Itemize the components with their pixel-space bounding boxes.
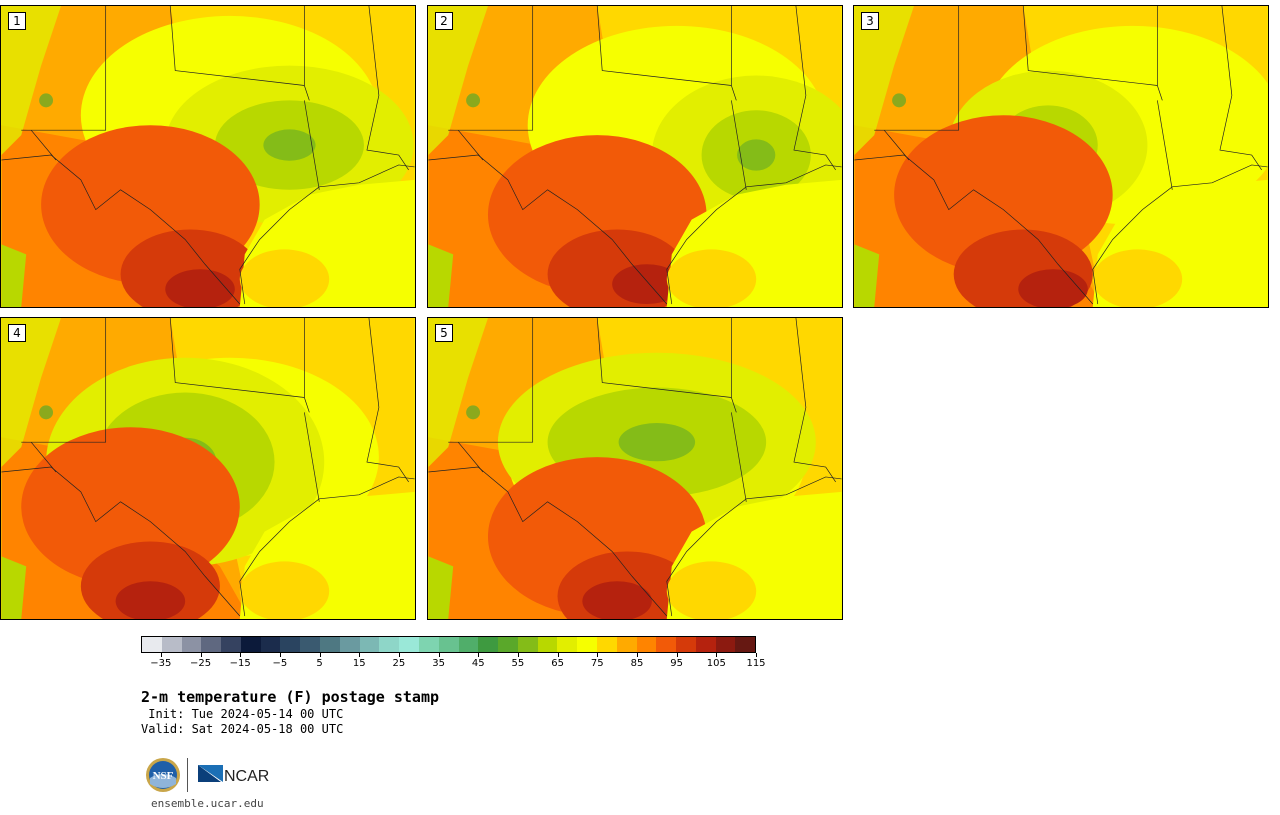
nsf-logo-icon: NSF [146,758,180,792]
panel-label: 2 [435,12,453,30]
colorbar-tick-label: 25 [392,658,406,669]
colorbar-tick-label: 85 [630,658,644,669]
colorbar-swatch [676,637,696,652]
temperature-map [428,318,842,619]
site-url: ensemble.ucar.edu [151,797,264,810]
ncar-logo-icon: NCAR [198,765,269,785]
colorbar-tick-label: 75 [590,658,604,669]
colorbar-swatch [300,637,321,652]
colorbar-swatch [399,637,419,652]
svg-text:NCAR: NCAR [224,768,269,785]
map-panel-2: 2 [427,5,843,308]
svg-text:NSF: NSF [153,770,174,782]
colorbar-tick-label: 95 [670,658,684,669]
temperature-map [1,318,415,619]
colorbar-swatch [537,637,558,652]
panel-label: 5 [435,324,453,342]
colorbar-tick-label: −5 [272,658,288,669]
map-panel-4: 4 [0,317,416,620]
temperature-map [428,6,842,307]
colorbar-swatch [577,637,597,652]
colorbar-swatch [695,637,716,652]
init-time: Init: Tue 2024-05-14 00 UTC [141,707,344,721]
colorbar-swatch [201,637,222,652]
colorbar-swatch [636,637,657,652]
colorbar-tick-label: −15 [229,658,251,669]
colorbar-tick-label: −35 [150,658,172,669]
colorbar-swatch [735,637,756,652]
map-panel-3: 3 [853,5,1269,308]
colorbar-swatch [320,637,340,652]
colorbar-swatch [221,637,241,652]
colorbar-swatch [557,637,578,652]
colorbar-tick-label: 105 [706,658,726,669]
colorbar-tick-label: −25 [189,658,212,669]
colorbar-swatch [715,637,736,652]
colorbar-swatch [359,637,380,652]
sponsor-logos: NSF NCAR [145,756,275,794]
colorbar-tick-label: 65 [551,658,564,669]
colorbar-tick-label: 35 [432,658,445,669]
colorbar-swatch [656,637,677,652]
colorbar-swatch [280,637,301,652]
colorbar-swatch [260,637,281,652]
colorbar-swatch [596,637,617,652]
colorbar-swatch [616,637,637,652]
panel-label: 1 [8,12,26,30]
figure-title: 2-m temperature (F) postage stamp [141,688,440,706]
colorbar-swatch [458,637,479,652]
colorbar-swatch [181,637,202,652]
colorbar-tick-label: 115 [746,658,766,669]
colorbar-tick-labels: −35 −25 −15 −5 5 15 25 35 45 55 65 75 85 95 105 115 [141,653,766,673]
colorbar-swatch [418,637,439,652]
temperature-map [1,6,415,307]
colorbar-swatch [161,637,182,652]
colorbar-tick-label: 55 [511,658,525,669]
map-panel-1: 1 [0,5,416,308]
colorbar-swatch [379,637,400,652]
map-panel-5: 5 [427,317,843,620]
colorbar-swatch [142,637,162,652]
colorbar-tick-label: 15 [352,658,366,669]
colorbar-swatch [438,637,459,652]
colorbar-tick-label: 45 [471,658,485,669]
panel-label: 4 [8,324,26,342]
colorbar-swatch [240,637,261,652]
colorbar-swatch [498,637,518,652]
colorbar-swatch [517,637,538,652]
colorbar-tick-label: 5 [316,658,323,669]
valid-time: Valid: Sat 2024-05-18 00 UTC [141,722,344,736]
colorbar-swatch [478,637,499,652]
temperature-colorbar [141,636,756,653]
temperature-map [854,6,1268,307]
panel-label: 3 [861,12,879,30]
colorbar-swatch [339,637,360,652]
